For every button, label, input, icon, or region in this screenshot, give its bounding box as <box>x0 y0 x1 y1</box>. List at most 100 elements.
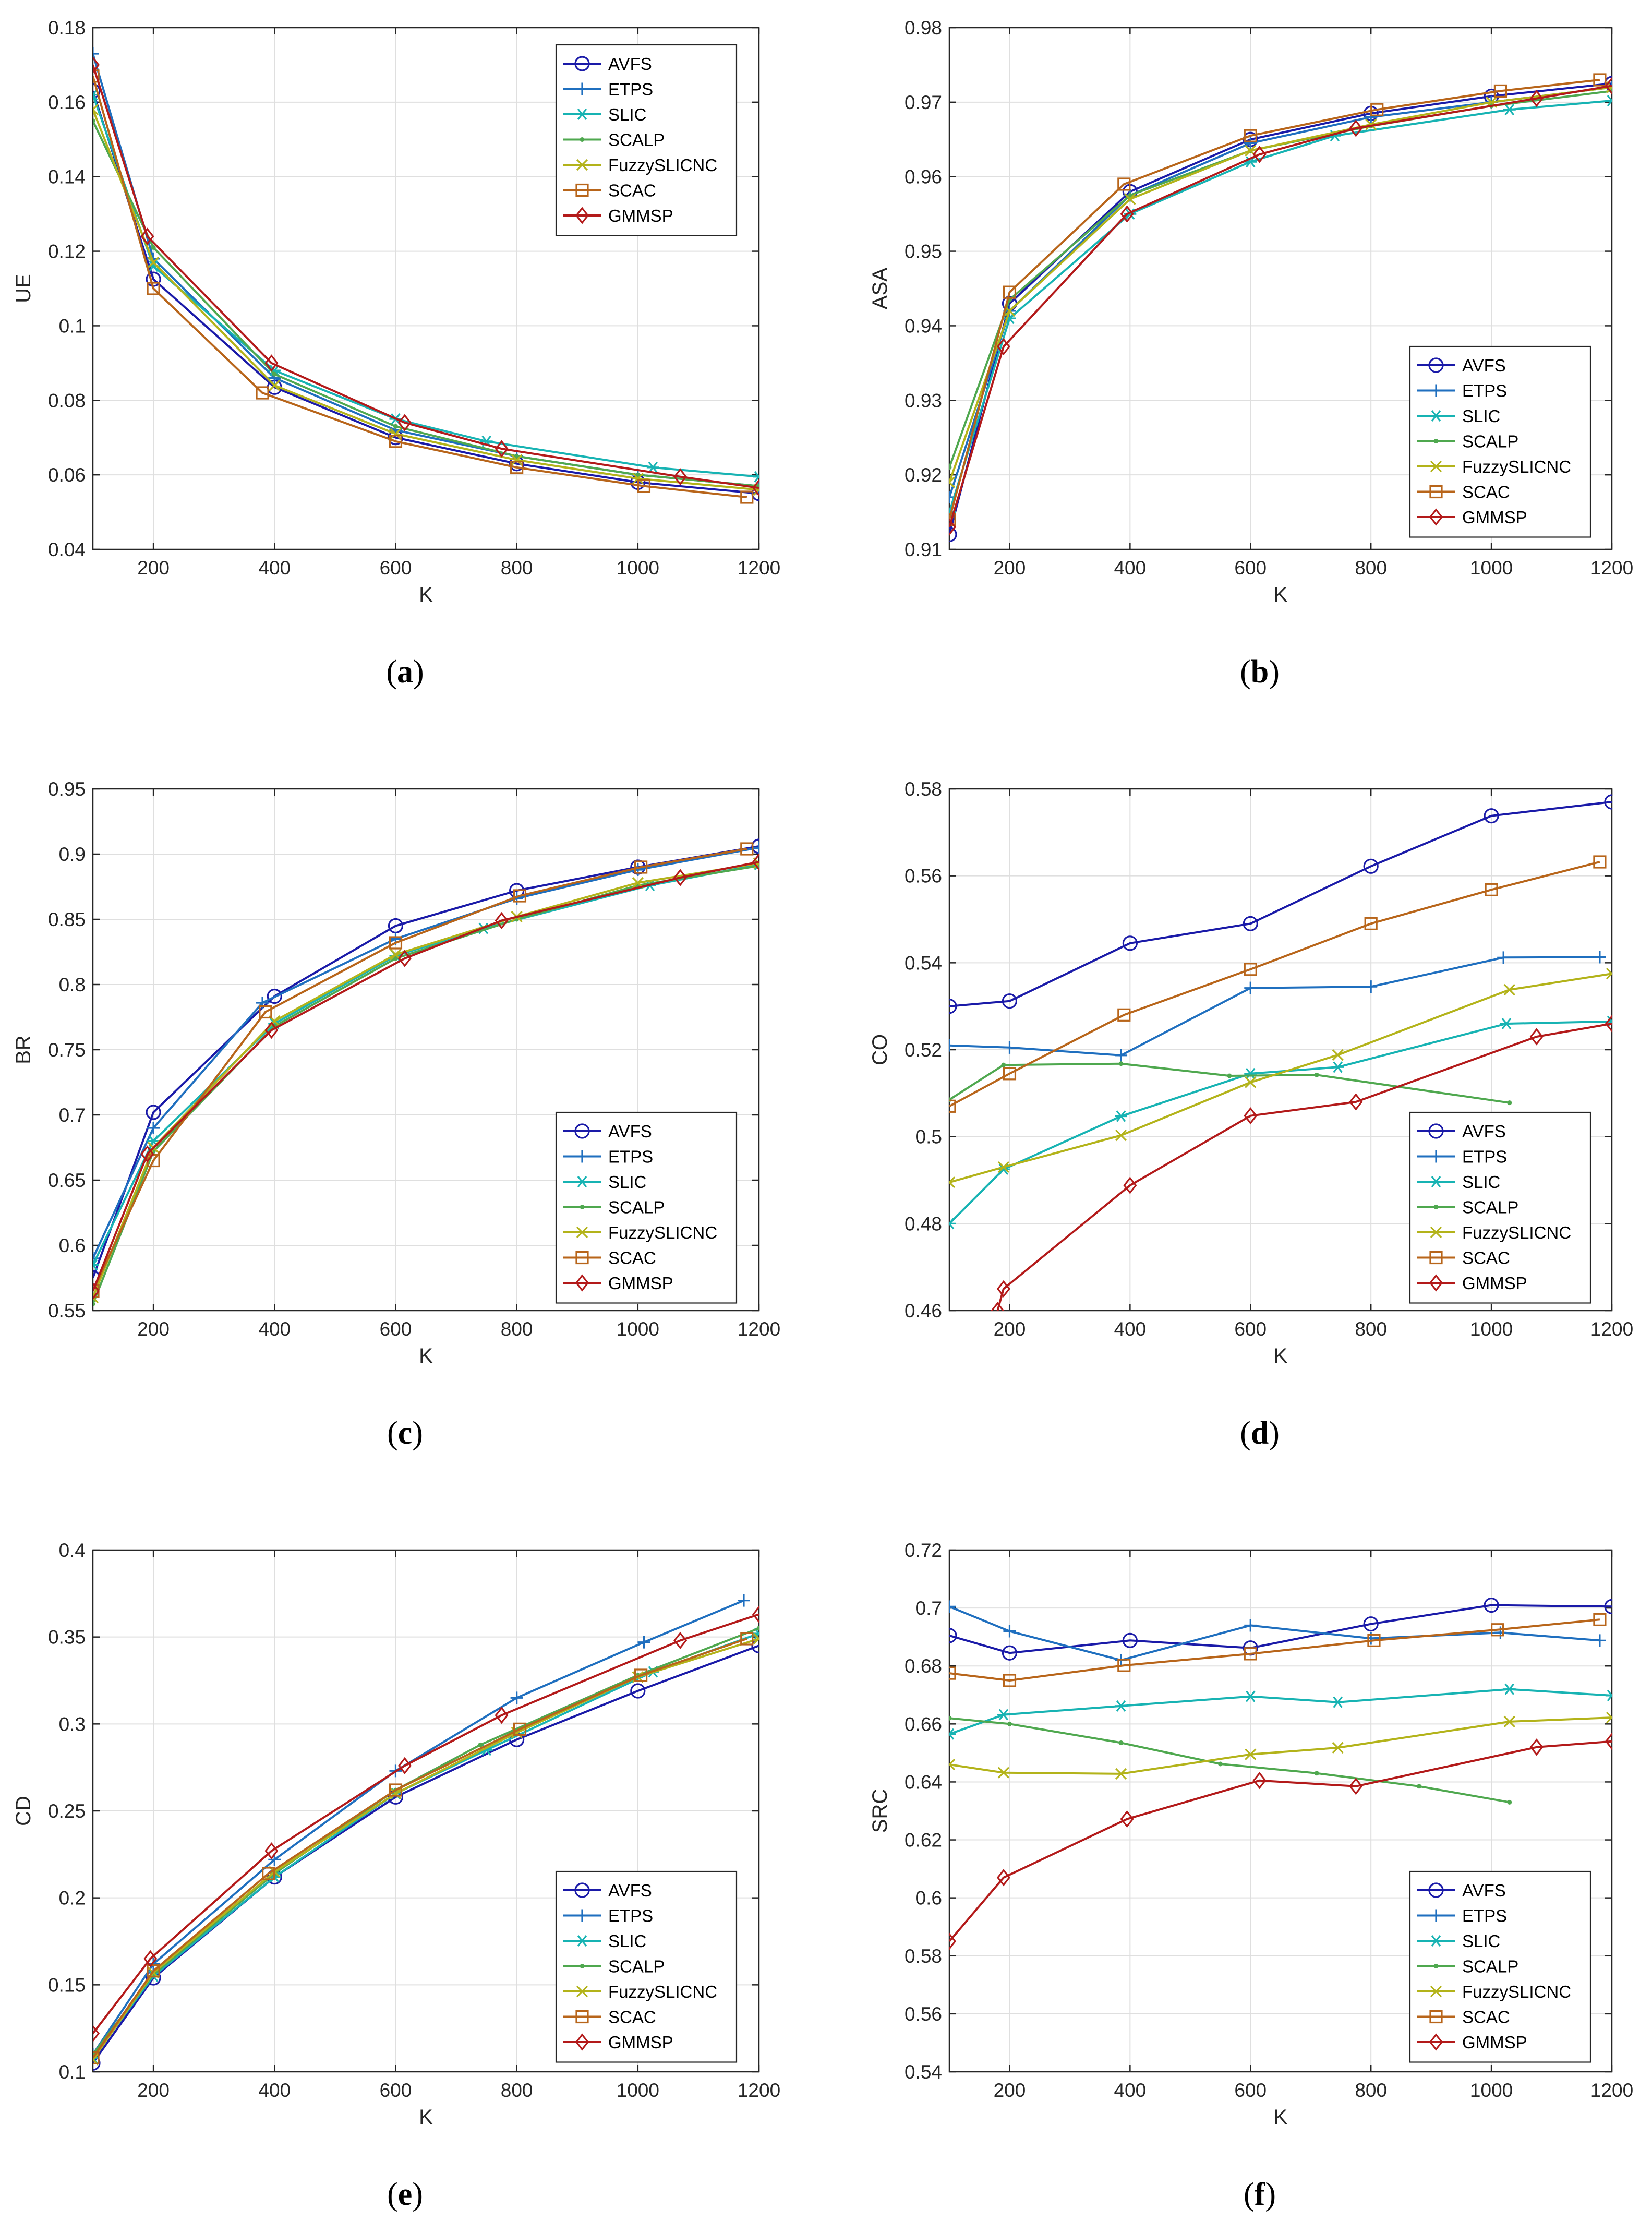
data-point-gmmsp <box>264 1842 279 1860</box>
data-point-scac <box>634 860 648 874</box>
data-point-fuzzyslicnc <box>390 428 402 440</box>
data-point-scac <box>949 1099 956 1113</box>
legend-marker-etps <box>1430 1909 1442 1922</box>
data-point-slic <box>1606 1689 1612 1701</box>
data-point-scalp <box>272 371 277 377</box>
y-tick-label: 0.65 <box>48 1170 86 1191</box>
data-point-scac <box>949 513 956 526</box>
data-point-fuzzyslicnc <box>93 104 99 116</box>
series-line-gmmsp <box>93 64 759 489</box>
data-point-slic <box>1503 104 1516 116</box>
series-line-scac <box>949 861 1600 1108</box>
legend: AVFS ETPS SLIC SCALP FuzzySLICNC SCAC GMMSP <box>555 44 738 236</box>
x-axis-label: K <box>419 583 433 606</box>
data-point-scac <box>1367 1634 1381 1647</box>
x-tick-label: 200 <box>994 557 1026 579</box>
x-axis-label: K <box>419 1344 433 1367</box>
data-point-gmmsp <box>673 869 688 886</box>
x-tick-label: 1000 <box>617 1318 659 1340</box>
data-point-scalp <box>1127 193 1132 198</box>
y-tick-label: 0.1 <box>59 315 86 337</box>
data-point-avfs <box>630 1683 646 1699</box>
data-point-slic <box>1331 1696 1344 1708</box>
series-line-fuzzyslicnc <box>949 1716 1612 1775</box>
data-point-slic <box>1331 1061 1344 1073</box>
data-point-gmmsp <box>673 468 688 486</box>
series-group <box>93 838 759 1306</box>
series-group <box>949 73 1612 543</box>
legend-marker-scalp <box>580 137 585 142</box>
legend-marker-slic <box>1430 1935 1442 1947</box>
data-point-scalp <box>1118 1061 1124 1066</box>
chart-panel-a: 200 400 600 800 1000 1200 0.04 0.06 0.08 0.1 0.12 0… <box>12 17 780 690</box>
data-point-scac <box>1117 1008 1131 1022</box>
legend-marker-scac <box>1429 2010 1443 2024</box>
y-tick-label: 0.75 <box>48 1039 86 1061</box>
data-point-scac <box>1003 1674 1017 1687</box>
data-point-etps <box>510 1691 523 1704</box>
y-tick-label: 0.06 <box>48 464 86 486</box>
y-tick-label: 0.97 <box>905 92 942 113</box>
data-point-gmmsp <box>1123 1176 1137 1194</box>
y-tick-label: 0.6 <box>915 1888 942 1909</box>
x-tick-label: 1000 <box>1470 2080 1513 2101</box>
legend: AVFS ETPS SLIC SCALP FuzzySLICNC SCAC GMMSP <box>555 1870 738 2063</box>
legend-label: SCAC <box>608 2008 656 2027</box>
series-line-slic <box>949 1688 1612 1735</box>
y-tick-label: 0.85 <box>48 909 86 930</box>
data-point-gmmsp <box>1605 77 1612 95</box>
data-point-scalp <box>514 453 520 459</box>
legend-marker-scalp <box>580 1205 585 1209</box>
legend-label: ETPS <box>608 1906 653 1926</box>
data-point-gmmsp <box>752 479 759 497</box>
legend-label: ETPS <box>1462 1147 1507 1167</box>
data-point-fuzzyslicnc <box>390 1787 402 1799</box>
data-point-fuzzyslicnc <box>1365 118 1377 130</box>
data-point-avfs <box>1363 1616 1379 1632</box>
legend-marker-gmmsp <box>575 207 589 224</box>
y-tick-label: 0.58 <box>905 1946 942 1967</box>
data-point-scac <box>510 461 524 474</box>
data-point-avfs <box>1604 794 1612 810</box>
data-point-slic <box>1244 1690 1257 1702</box>
x-tick-label: 1200 <box>738 1318 780 1340</box>
data-point-scac <box>634 1668 648 1682</box>
y-tick-label: 0.93 <box>905 390 942 411</box>
data-point-scac <box>259 1005 272 1019</box>
x-tick-label: 400 <box>1114 557 1146 579</box>
legend-marker-scac <box>1429 1251 1443 1265</box>
data-point-etps <box>1244 137 1257 150</box>
legend-label: FuzzySLICNC <box>1462 457 1571 476</box>
data-point-avfs <box>267 988 282 1004</box>
legend-marker-etps <box>1430 384 1442 397</box>
x-tick-label: 400 <box>258 1318 291 1340</box>
x-tick-label: 600 <box>380 557 412 579</box>
chart-panel-e: 200 400 600 800 1000 1200 0.1 0.15 0.2 0.25 0.3 0.3… <box>12 1540 780 2212</box>
data-point-fuzzyslicnc <box>632 473 644 485</box>
data-point-gmmsp <box>673 1631 688 1649</box>
data-point-gmmsp <box>397 414 412 431</box>
legend-label: AVFS <box>608 1122 652 1141</box>
series-line-scac <box>93 848 747 1292</box>
data-point-fuzzyslicnc <box>1115 1768 1127 1780</box>
data-point-scac <box>1491 1623 1504 1637</box>
series-line-avfs <box>949 801 1612 1007</box>
panel-caption: (b) <box>1240 654 1280 690</box>
data-point-etps <box>93 47 99 60</box>
data-point-fuzzyslicnc <box>1332 1049 1344 1061</box>
legend-label: GMMSP <box>1462 2033 1527 2052</box>
x-tick-label: 1200 <box>1590 2080 1633 2101</box>
legend: AVFS ETPS SLIC SCALP FuzzySLICNC SCAC GMMSP <box>1409 345 1591 538</box>
legend-marker-etps <box>576 1909 588 1922</box>
data-point-scac <box>740 490 754 504</box>
legend-marker-slic <box>576 109 588 120</box>
data-point-scalp <box>1218 1761 1223 1767</box>
data-point-avfs <box>93 83 101 99</box>
data-point-fuzzyslicnc <box>949 476 956 488</box>
data-point-gmmsp <box>495 440 509 458</box>
x-tick-label: 200 <box>994 1318 1026 1340</box>
data-point-gmmsp <box>1244 1107 1258 1125</box>
legend-marker-scalp <box>1433 1205 1439 1209</box>
chart-panel-f: 200 400 600 800 1000 1200 0.54 0.56 0.58 0.6 0.62 0… <box>869 1540 1633 2212</box>
